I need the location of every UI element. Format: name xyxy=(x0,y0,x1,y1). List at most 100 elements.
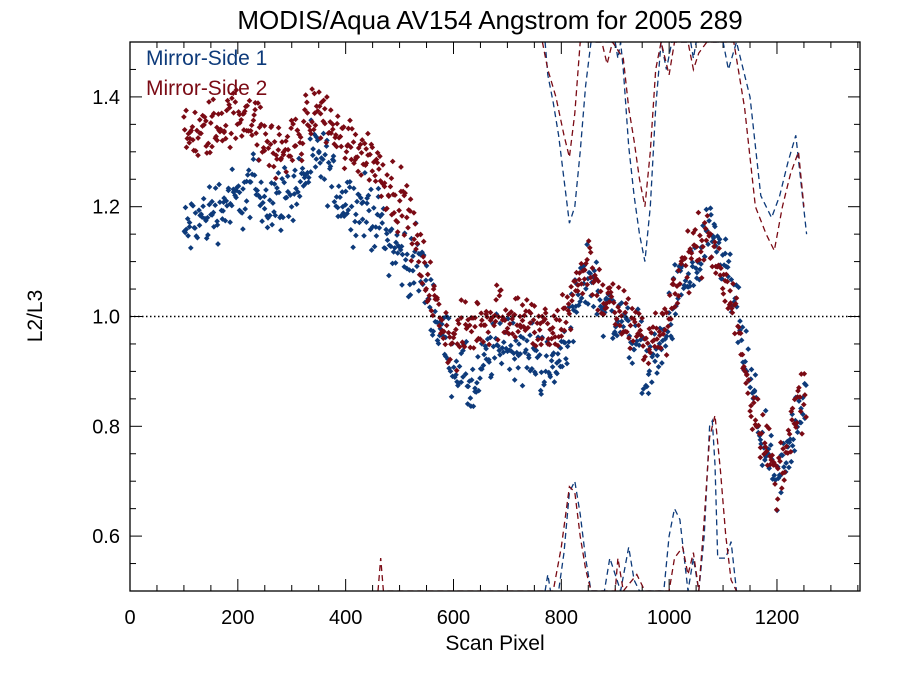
series-2-point xyxy=(426,292,433,299)
series-1-point xyxy=(320,130,327,137)
series-2-point xyxy=(380,161,386,168)
series-2-point xyxy=(266,162,273,169)
series-2-point xyxy=(793,424,799,431)
series-1-point xyxy=(517,351,524,357)
series-2-point xyxy=(310,126,317,133)
series-2-point xyxy=(741,363,747,370)
series-1-point xyxy=(328,183,335,190)
series-1-point xyxy=(614,332,620,339)
series-2-point xyxy=(273,152,280,159)
series-2-point xyxy=(519,302,526,308)
series-2-point xyxy=(279,139,285,145)
series-1-point xyxy=(270,200,276,206)
series-2-point xyxy=(802,392,808,398)
series-2-point xyxy=(414,240,421,247)
series-2-point xyxy=(718,265,724,272)
series-1-point xyxy=(790,436,797,443)
series-1-point xyxy=(643,383,650,390)
series-2-point xyxy=(729,309,736,316)
series-1-point xyxy=(527,332,533,339)
series-2-point xyxy=(530,317,537,323)
series-1-point xyxy=(511,356,518,362)
series-2-point xyxy=(684,228,691,234)
series-2-point xyxy=(652,310,659,316)
series-1-point xyxy=(216,181,222,188)
x-tick-label: 400 xyxy=(329,607,362,629)
series-1-point xyxy=(487,334,494,341)
series-1-point xyxy=(382,245,389,252)
series-2-point xyxy=(558,333,565,340)
series-1-point xyxy=(267,212,273,219)
series-2-point xyxy=(778,485,785,492)
series-2-point xyxy=(198,130,204,137)
series-2-point xyxy=(418,273,425,279)
series-1-point xyxy=(636,342,642,349)
series-2-point xyxy=(623,300,629,307)
series-2-point xyxy=(270,163,277,170)
series-1-point xyxy=(520,335,527,342)
series-1-point xyxy=(659,360,665,366)
series-2-point xyxy=(424,271,431,278)
series-2-point xyxy=(468,328,475,335)
series-2-point xyxy=(428,307,435,314)
series-1-point xyxy=(320,156,326,163)
series-2-dashed-line-low xyxy=(377,415,738,591)
series-1-point xyxy=(410,267,416,274)
series-1-point xyxy=(570,338,577,345)
series-1-point xyxy=(611,329,618,335)
series-1-point xyxy=(376,225,383,231)
series-1-point xyxy=(526,354,532,361)
series-2-point xyxy=(677,281,683,287)
series-1-point xyxy=(626,354,633,361)
series-2-point xyxy=(568,283,574,290)
series-1-point xyxy=(495,343,501,349)
series-2-point xyxy=(584,281,591,288)
series-2-point xyxy=(745,377,752,383)
series-1-point xyxy=(220,208,226,214)
series-1-point xyxy=(225,185,232,192)
series-2-point xyxy=(289,157,296,164)
series-2-point xyxy=(358,149,365,156)
scatter-points xyxy=(181,86,809,514)
x-axis-label: Scan Pixel xyxy=(445,632,544,655)
series-1-point xyxy=(392,260,399,266)
series-1-point xyxy=(713,249,720,255)
series-2-point xyxy=(622,309,629,316)
series-2-point xyxy=(720,290,727,297)
series-2-point xyxy=(316,103,323,110)
series-2-point xyxy=(675,293,682,299)
series-2-point xyxy=(402,190,408,196)
series-2-point xyxy=(218,110,225,117)
series-2-point xyxy=(482,322,488,329)
series-2-point xyxy=(486,341,492,348)
series-2-point xyxy=(392,192,398,198)
series-1-point xyxy=(233,194,239,201)
series-2-point xyxy=(280,151,287,158)
series-1-point xyxy=(307,169,314,175)
series-2-point xyxy=(253,130,259,137)
x-tick-label: 0 xyxy=(124,607,135,629)
series-2-point xyxy=(363,146,370,152)
series-1-point xyxy=(758,441,764,447)
series-1-point xyxy=(212,185,219,191)
series-2-point xyxy=(398,164,404,170)
series-1-point xyxy=(481,351,487,358)
series-2-point xyxy=(761,440,768,446)
series-2-point xyxy=(787,448,794,455)
series-1-point xyxy=(600,333,607,340)
series-2-point xyxy=(348,156,355,163)
series-1-point xyxy=(430,328,437,335)
series-2-point xyxy=(702,225,709,232)
series-2-point xyxy=(711,239,718,245)
series-2-point xyxy=(415,258,422,265)
series-2-point xyxy=(692,226,699,233)
series-2-point xyxy=(621,287,627,294)
series-1-point xyxy=(257,194,264,201)
series-2-point xyxy=(519,317,526,324)
series-2-point xyxy=(232,135,239,142)
series-1-point xyxy=(538,391,545,397)
series-1-point xyxy=(375,185,382,192)
series-2-point xyxy=(236,111,243,118)
series-2-point xyxy=(498,287,504,293)
series-2-point xyxy=(555,342,561,349)
